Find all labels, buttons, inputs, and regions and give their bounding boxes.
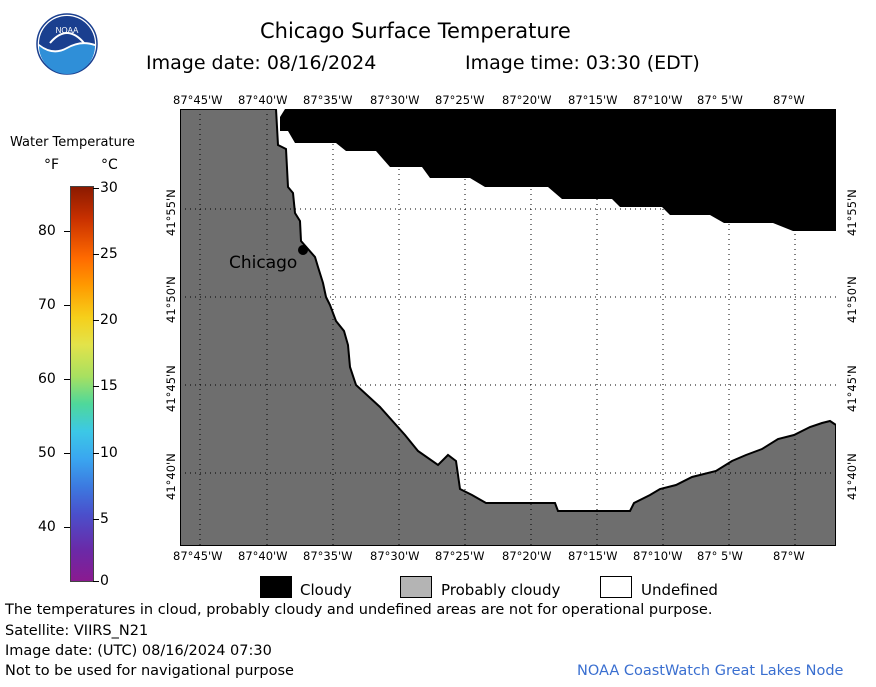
top-longitude-label: 87°30'W: [370, 93, 420, 107]
navigation-warning: Not to be used for navigational purpose: [5, 663, 294, 679]
bottom-longitude-label: 87° 5'W: [697, 549, 743, 563]
map-panel: [179, 108, 837, 547]
city-label: Chicago: [229, 253, 298, 273]
legend-undefined-label: Undefined: [641, 581, 718, 599]
colorbar-gradient: [70, 186, 94, 582]
right-latitude-label: 41°45'N: [845, 365, 859, 412]
celsius-tick-label: 0: [100, 573, 109, 589]
logo-text: NOAA: [56, 26, 79, 35]
bottom-longitude-label: 87°20'W: [502, 549, 552, 563]
celsius-tick-label: 15: [100, 378, 118, 394]
celsius-tick-label: 20: [100, 312, 118, 328]
unit-celsius: °C: [101, 157, 118, 173]
bottom-longitude-label: 87°25'W: [435, 549, 485, 563]
map-svg: [179, 108, 837, 547]
bottom-longitude-label: 87°35'W: [303, 549, 353, 563]
celsius-tick-label: 25: [100, 246, 118, 262]
bottom-longitude-label: 87°45'W: [173, 549, 223, 563]
colorbar-title: Water Temperature: [10, 135, 135, 150]
top-longitude-label: 87°W: [773, 93, 805, 107]
fahrenheit-tick-label: 60: [38, 371, 56, 387]
cloud-area: [280, 109, 836, 231]
fahrenheit-tick-mark: [64, 379, 70, 380]
legend-probably-cloudy-label: Probably cloudy: [441, 581, 561, 599]
unit-fahrenheit: °F: [44, 157, 60, 173]
land-area: [179, 108, 837, 547]
celsius-tick-label: 30: [100, 180, 118, 196]
fahrenheit-tick-mark: [64, 527, 70, 528]
bottom-longitude-label: 87°W: [773, 549, 805, 563]
legend-cloudy-swatch: [260, 576, 292, 598]
noaa-logo: NOAA: [36, 13, 98, 75]
legend-cloudy-label: Cloudy: [300, 581, 352, 599]
celsius-tick-mark: [93, 519, 99, 520]
left-latitude-label: 41°55'N: [164, 189, 178, 236]
utc-date-text: Image date: (UTC) 08/16/2024 07:30: [5, 643, 272, 659]
top-longitude-label: 87°25'W: [435, 93, 485, 107]
top-longitude-label: 87° 5'W: [697, 93, 743, 107]
credit-text: NOAA CoastWatch Great Lakes Node: [577, 663, 844, 679]
bottom-longitude-label: 87°10'W: [633, 549, 683, 563]
bottom-longitude-label: 87°40'W: [238, 549, 288, 563]
legend-undefined-swatch: [600, 576, 632, 598]
right-latitude-label: 41°50'N: [845, 276, 859, 323]
top-longitude-label: 87°45'W: [173, 93, 223, 107]
bottom-longitude-label: 87°30'W: [370, 549, 420, 563]
celsius-tick-label: 10: [100, 445, 118, 461]
page-title: Chicago Surface Temperature: [260, 19, 571, 43]
left-latitude-label: 41°40'N: [164, 453, 178, 500]
right-latitude-label: 41°40'N: [845, 453, 859, 500]
image-date: Image date: 08/16/2024: [146, 52, 377, 74]
chicago-marker: [298, 245, 308, 255]
left-latitude-label: 41°50'N: [164, 276, 178, 323]
top-longitude-label: 87°35'W: [303, 93, 353, 107]
top-longitude-label: 87°40'W: [238, 93, 288, 107]
celsius-tick-mark: [93, 453, 99, 454]
fahrenheit-tick-mark: [64, 453, 70, 454]
top-longitude-label: 87°10'W: [633, 93, 683, 107]
disclaimer-text: The temperatures in cloud, probably clou…: [5, 602, 713, 618]
right-latitude-label: 41°55'N: [845, 189, 859, 236]
image-time: Image time: 03:30 (EDT): [465, 52, 700, 74]
celsius-tick-mark: [93, 386, 99, 387]
fahrenheit-tick-label: 40: [38, 519, 56, 535]
bottom-longitude-label: 87°15'W: [568, 549, 618, 563]
celsius-tick-mark: [93, 188, 99, 189]
satellite-text: Satellite: VIIRS_N21: [5, 623, 149, 639]
fahrenheit-tick-label: 80: [38, 223, 56, 239]
top-longitude-label: 87°15'W: [568, 93, 618, 107]
celsius-tick-mark: [93, 320, 99, 321]
fahrenheit-tick-mark: [64, 305, 70, 306]
top-longitude-label: 87°20'W: [502, 93, 552, 107]
left-latitude-label: 41°45'N: [164, 365, 178, 412]
fahrenheit-tick-mark: [64, 231, 70, 232]
celsius-tick-mark: [93, 581, 99, 582]
fahrenheit-tick-label: 70: [38, 297, 56, 313]
fahrenheit-tick-label: 50: [38, 445, 56, 461]
celsius-tick-label: 5: [100, 511, 109, 527]
legend-probably-cloudy-swatch: [400, 576, 432, 598]
celsius-tick-mark: [93, 254, 99, 255]
